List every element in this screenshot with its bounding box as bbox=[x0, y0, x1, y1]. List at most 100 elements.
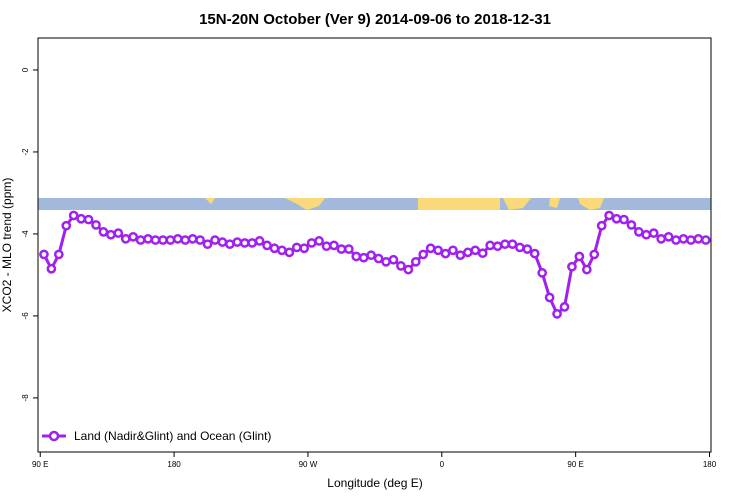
data-point bbox=[336, 244, 347, 254]
data-point bbox=[150, 235, 161, 245]
data-point bbox=[529, 248, 540, 259]
data-point bbox=[366, 250, 377, 261]
x-tick-label: 180 bbox=[703, 460, 717, 469]
data-point bbox=[589, 249, 600, 260]
data-point bbox=[648, 228, 659, 238]
map-strip bbox=[38, 198, 711, 210]
data-point bbox=[693, 234, 704, 244]
data-point bbox=[462, 247, 473, 258]
land bbox=[205, 198, 215, 204]
data-point bbox=[225, 239, 235, 250]
data-point bbox=[425, 243, 436, 254]
legend: Land (Nadir&Glint) and Ocean (Glint) bbox=[42, 429, 271, 443]
data-point bbox=[373, 253, 384, 264]
data-point bbox=[91, 220, 101, 230]
data-point bbox=[143, 234, 153, 244]
data-point bbox=[500, 239, 510, 250]
data-point bbox=[522, 244, 533, 254]
data-point bbox=[299, 243, 310, 254]
data-point bbox=[448, 245, 458, 256]
data-point bbox=[172, 234, 183, 244]
y-tick-label: -2 bbox=[21, 148, 30, 156]
data-point bbox=[619, 214, 629, 225]
ocean-strip bbox=[38, 198, 711, 210]
data-point bbox=[46, 263, 57, 274]
y-tick-label: -8 bbox=[21, 394, 30, 402]
y-tick-label: -6 bbox=[21, 312, 30, 320]
data-point bbox=[61, 220, 72, 231]
data-point bbox=[604, 210, 614, 221]
x-tick-label: 180 bbox=[167, 460, 181, 469]
data-point bbox=[351, 251, 362, 262]
data-point bbox=[544, 292, 555, 303]
data-point bbox=[485, 240, 495, 251]
x-tick-label: 90 E bbox=[567, 460, 583, 469]
land bbox=[285, 198, 325, 210]
data-point bbox=[492, 241, 503, 252]
data-point bbox=[210, 235, 220, 245]
data-point bbox=[671, 235, 681, 245]
data-point bbox=[552, 309, 562, 319]
data-point bbox=[410, 256, 421, 267]
data-point bbox=[262, 240, 272, 251]
data-point bbox=[678, 234, 689, 244]
data-point bbox=[418, 249, 429, 260]
y-tick-label: -4 bbox=[21, 230, 30, 238]
data-point bbox=[180, 235, 191, 245]
data-point bbox=[396, 261, 406, 271]
data-point bbox=[135, 235, 146, 245]
data-point bbox=[581, 264, 592, 275]
x-tick-label: 90 W bbox=[299, 460, 318, 469]
data-point bbox=[106, 229, 116, 240]
data-point bbox=[381, 256, 391, 267]
data-point bbox=[269, 243, 280, 254]
land bbox=[578, 198, 604, 210]
data-point bbox=[567, 261, 577, 272]
y-axis-label: XCO2 - MLO trend (ppm) bbox=[0, 178, 14, 313]
data-point bbox=[53, 249, 64, 260]
data-point bbox=[321, 241, 332, 252]
data-point bbox=[187, 234, 198, 244]
data-point bbox=[537, 268, 548, 278]
legend-marker bbox=[48, 430, 60, 442]
data-point bbox=[626, 220, 637, 230]
data-point bbox=[574, 251, 585, 262]
data-point bbox=[284, 247, 295, 258]
data-point bbox=[596, 220, 607, 231]
data-point bbox=[39, 249, 49, 260]
data-point bbox=[656, 234, 667, 244]
land bbox=[549, 198, 560, 208]
data-point bbox=[403, 264, 414, 275]
data-point bbox=[291, 242, 302, 253]
data-point bbox=[314, 236, 324, 246]
plot-frame bbox=[37, 37, 712, 453]
data-point bbox=[477, 248, 488, 259]
data-point bbox=[470, 245, 481, 256]
land bbox=[418, 198, 500, 210]
legend-label: Land (Nadir&Glint) and Ocean (Glint) bbox=[74, 429, 271, 443]
y-tick-label: 0 bbox=[21, 67, 30, 72]
data-point bbox=[195, 235, 205, 245]
series-line bbox=[42, 213, 707, 317]
x-axis-label: Longitude (deg E) bbox=[327, 476, 422, 490]
data-point bbox=[611, 213, 622, 224]
data-point bbox=[113, 228, 124, 238]
data-point bbox=[83, 214, 94, 225]
data-point bbox=[254, 236, 265, 246]
data-point bbox=[202, 239, 213, 250]
land bbox=[503, 198, 531, 210]
data-point bbox=[120, 234, 131, 244]
data-point bbox=[239, 238, 250, 248]
x-tick-label: 90 E bbox=[32, 460, 48, 469]
data-point bbox=[358, 252, 369, 263]
data-point bbox=[306, 238, 317, 248]
data-point bbox=[634, 227, 644, 237]
data-point bbox=[440, 248, 451, 259]
data-point bbox=[68, 210, 79, 221]
data-point bbox=[329, 240, 339, 251]
data-point bbox=[232, 237, 243, 247]
data-point bbox=[686, 235, 696, 245]
data-point bbox=[455, 250, 466, 261]
data-point bbox=[507, 239, 518, 250]
